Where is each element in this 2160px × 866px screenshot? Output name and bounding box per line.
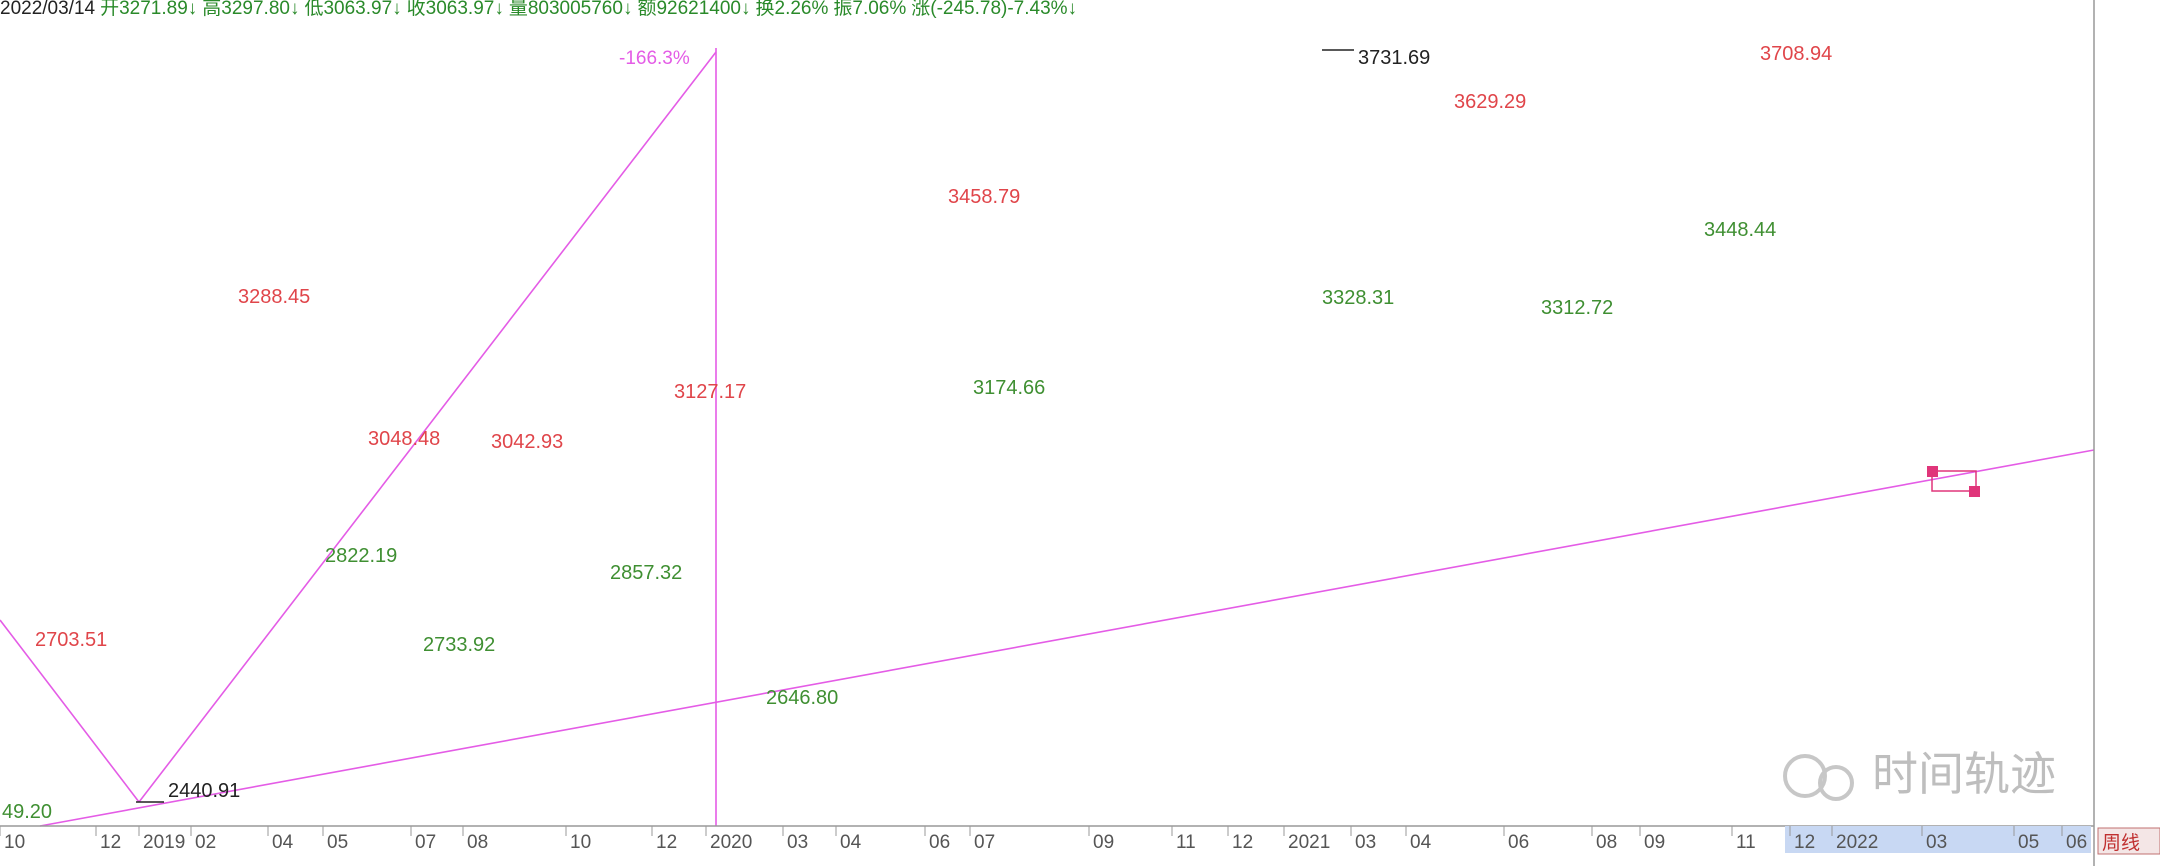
drawing-markers	[1927, 466, 1980, 497]
price-annotation: 2440.91	[168, 780, 240, 802]
x-tick-label: 12	[656, 832, 677, 853]
x-tick-label: 03	[1926, 832, 1947, 853]
fibonacci-lines: 0.0% 3734.2838.2% 3436.7761.8% 3252.9710…	[619, 48, 717, 826]
price-annotation: 3312.72	[1541, 297, 1613, 319]
price-annotation: 3458.79	[948, 186, 1020, 208]
fib-extension-label: -166.3%	[619, 48, 690, 69]
x-tick-label: 07	[415, 832, 436, 853]
price-annotation: 2703.51	[35, 629, 107, 651]
chat-bubble-icon	[1818, 765, 1854, 801]
price-annotation: 49.20	[2, 801, 52, 823]
header-amplitude: 振7.06%	[833, 0, 907, 19]
trend-lines	[0, 51, 2095, 827]
x-tick-label: 04	[272, 832, 294, 853]
x-tick-label: 09	[1644, 832, 1665, 853]
header-turnover: 换2.26%	[755, 0, 829, 19]
x-tick-label: 03	[1355, 832, 1376, 853]
x-tick-label: 06	[929, 832, 950, 853]
price-annotation: 3629.29	[1454, 91, 1526, 113]
price-annotation: 3048.48	[368, 428, 440, 450]
x-tick-label: 03	[787, 832, 808, 853]
watermark: 时间轨迹	[1783, 748, 2056, 801]
quote-header: 2022/03/14 开3271.89↓ 高3297.80↓ 低3063.97↓ 收30…	[0, 0, 1220, 20]
x-tick-label: 11	[1176, 832, 1196, 853]
x-tick-label: 10	[4, 832, 25, 853]
x-tick-label: 08	[467, 832, 488, 853]
period-label: 周线	[2102, 832, 2140, 854]
x-tick-label: 12	[100, 832, 121, 853]
marker-box	[1931, 470, 1977, 492]
price-annotation: 2822.19	[325, 545, 397, 567]
header-change: 涨(-245.78)-7.43%↓	[911, 0, 1078, 19]
x-tick-label: 04	[840, 832, 862, 853]
plot-area	[0, 22, 2094, 826]
x-tick-label: 09	[1093, 832, 1114, 853]
watermark-logo: 时间轨迹	[1872, 748, 2056, 800]
x-tick-label: 07	[974, 832, 995, 853]
x-axis-highlight	[1785, 826, 2091, 853]
period-badge[interactable]: 周线	[2097, 827, 2160, 855]
trend-line-support	[39, 449, 2095, 827]
chat-bubble-icon	[1783, 754, 1827, 798]
price-annotation: 3708.94	[1760, 43, 1832, 65]
x-tick-label: 02	[195, 832, 216, 853]
x-tick-label: 12	[1794, 832, 1815, 853]
header-high: 高3297.80↓	[202, 0, 300, 19]
header-volume: 量803005760↓	[508, 0, 633, 19]
price-annotation: 3042.93	[491, 431, 563, 453]
price-annotation: 3328.31	[1322, 287, 1394, 309]
price-annotation: 3448.44	[1704, 219, 1776, 241]
trend-line-up	[138, 51, 717, 803]
header-date: 2022/03/14	[0, 0, 96, 19]
price-annotation: 2646.80	[766, 687, 838, 709]
x-tick-label: 2020	[710, 832, 752, 853]
x-tick-label: 10	[570, 832, 591, 853]
x-tick-label: 2019	[143, 832, 185, 853]
price-annotation: 2733.92	[423, 634, 495, 656]
x-tick-label: 06	[1508, 832, 1529, 853]
x-tick-label: 06	[2066, 832, 2087, 853]
trend-line-down	[0, 619, 140, 803]
header-close: 收3063.97↓	[406, 0, 504, 19]
x-tick-label: 2021	[1288, 832, 1330, 853]
price-annotation: 3127.17	[674, 381, 746, 403]
price-annotation: 3288.45	[238, 286, 310, 308]
x-axis: 10 12 2019 02 04 05 07 08 10 12 2020 03 04 06 07 09 11 12…	[0, 825, 2094, 853]
x-tick-label: 05	[2018, 832, 2039, 853]
header-amount: 额92621400↓	[637, 0, 751, 19]
x-tick-label: 04	[1410, 832, 1432, 853]
y-axis: 2400.002500.002600.002700.002800.002900.…	[2093, 0, 2095, 866]
price-annotation: 2857.32	[610, 562, 682, 584]
x-tick-label: 08	[1596, 832, 1617, 853]
x-tick-label: 11	[1736, 832, 1756, 853]
price-annotation: 3731.69	[1358, 47, 1430, 69]
x-tick-label: 05	[327, 832, 348, 853]
x-tick-label: 12	[1232, 832, 1253, 853]
price-annotations: 2703.51 3288.45 3048.48 3042.93 3127.17 3458.…	[2, 43, 1832, 823]
x-tick-label: 2022	[1836, 832, 1878, 853]
header-low: 低3063.97↓	[304, 0, 402, 19]
header-open: 开3271.89↓	[100, 0, 198, 19]
price-annotation: 3174.66	[973, 377, 1045, 399]
